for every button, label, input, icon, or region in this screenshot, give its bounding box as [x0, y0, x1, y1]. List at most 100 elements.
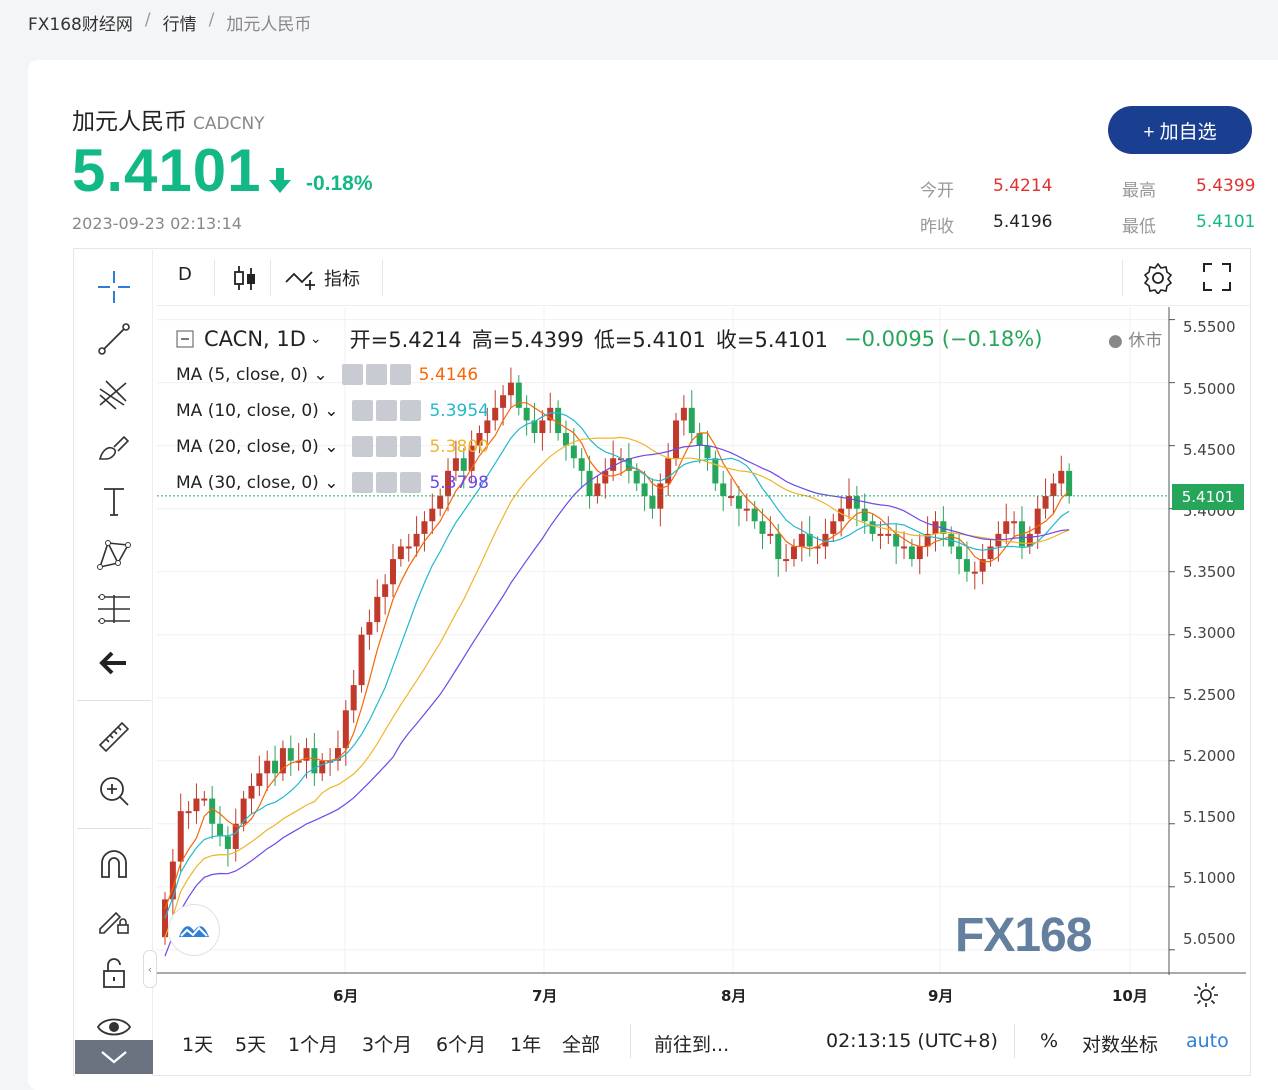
- range-1y[interactable]: 1年: [510, 1034, 542, 1056]
- close-icon[interactable]: [400, 436, 422, 457]
- breadcrumb-separator: /: [144, 10, 151, 30]
- ma-action-icons[interactable]: [352, 436, 422, 457]
- ma-action-icons[interactable]: [352, 400, 422, 421]
- close-icon[interactable]: [389, 364, 411, 385]
- close-icon[interactable]: [400, 400, 422, 421]
- interval-button[interactable]: D: [178, 264, 192, 285]
- zoom-in-icon[interactable]: [93, 770, 135, 812]
- back-arrow-icon[interactable]: [93, 642, 135, 684]
- gear-icon[interactable]: [365, 364, 387, 385]
- collapse-legend-icon[interactable]: [176, 330, 194, 348]
- ma10-line: [164, 412, 1070, 919]
- candle-body: [861, 508, 868, 522]
- candle-body: [1042, 496, 1049, 509]
- ma-row-5[interactable]: MA (5, close, 0) ⌄ 5.4146: [176, 364, 479, 385]
- range-bar: 1天 5天 1个月 3个月 6个月 1年 全部 前往到... 02:13:15 …: [156, 1016, 1250, 1068]
- chevron-down-icon[interactable]: [75, 1040, 153, 1074]
- candle-type-icon[interactable]: [232, 264, 258, 297]
- candle-body: [1011, 521, 1018, 524]
- candle-body: [641, 483, 648, 497]
- candle-body: [374, 596, 381, 623]
- range-3m[interactable]: 3个月: [362, 1034, 413, 1056]
- eye-icon[interactable]: [352, 400, 374, 421]
- y-tick: 5.0500: [1183, 930, 1236, 948]
- legend-high: 高=5.4399: [471, 328, 584, 352]
- breadcrumb-section[interactable]: 行情: [162, 15, 197, 35]
- range-1d[interactable]: 1天: [182, 1034, 214, 1056]
- range-1m[interactable]: 1个月: [288, 1034, 339, 1056]
- instrument-title: 加元人民币 CADCNY: [72, 102, 265, 136]
- range-5d[interactable]: 5天: [235, 1034, 267, 1056]
- price-chart[interactable]: [157, 307, 1246, 975]
- candle-body: [311, 748, 318, 774]
- high-value: 5.4399: [1196, 176, 1256, 196]
- ma-action-icons[interactable]: [352, 472, 422, 493]
- magnet-icon[interactable]: [93, 844, 135, 886]
- percent-toggle[interactable]: %: [1040, 1030, 1059, 1052]
- candle-body: [790, 546, 797, 560]
- lock-drawing-icon[interactable]: [93, 898, 135, 940]
- candle-body: [940, 521, 947, 534]
- gear-icon[interactable]: [376, 472, 398, 493]
- candle-body: [633, 470, 640, 484]
- candle-body: [798, 533, 805, 547]
- settings-gear-icon[interactable]: [1142, 262, 1174, 299]
- breadcrumb-site[interactable]: FX168财经网: [28, 15, 133, 35]
- collapse-toolbar-button[interactable]: ‹: [143, 950, 157, 988]
- ma20-line: [164, 436, 1070, 938]
- brush-icon[interactable]: [93, 426, 135, 468]
- y-tick: 5.1000: [1183, 869, 1236, 887]
- candle-body: [688, 407, 695, 434]
- fullscreen-icon[interactable]: [1202, 262, 1232, 297]
- candle-body: [303, 748, 310, 761]
- eye-icon[interactable]: [352, 472, 374, 493]
- clock[interactable]: 02:13:15 (UTC+8): [826, 1030, 998, 1052]
- candle-body: [594, 483, 601, 497]
- ruler-icon[interactable]: [93, 716, 135, 758]
- close-icon[interactable]: [400, 472, 422, 493]
- goto-date-button[interactable]: 前往到...: [654, 1034, 730, 1056]
- log-scale-toggle[interactable]: 对数坐标: [1082, 1034, 1159, 1056]
- trendline-icon[interactable]: [93, 318, 135, 360]
- add-watchlist-button[interactable]: + 加自选: [1108, 106, 1252, 154]
- eye-icon[interactable]: [352, 436, 374, 457]
- legend-symbol[interactable]: CACN, 1D: [204, 327, 306, 351]
- ma-action-icons[interactable]: [341, 364, 411, 385]
- y-tick: 5.1500: [1183, 808, 1236, 826]
- ma-row-20[interactable]: MA (20, close, 0) ⌄ 5.3800: [176, 436, 489, 457]
- gear-icon[interactable]: [376, 400, 398, 421]
- candle-body: [468, 445, 475, 471]
- eye-icon[interactable]: [93, 1006, 135, 1048]
- range-6m[interactable]: 6个月: [436, 1034, 487, 1056]
- candle-body: [908, 546, 915, 560]
- candle-body: [507, 382, 514, 396]
- indicators-button[interactable]: 指标: [284, 264, 360, 292]
- candle-body: [515, 382, 522, 408]
- ma-row-30[interactable]: MA (30, close, 0) ⌄ 5.3798: [176, 472, 489, 493]
- candle-body: [500, 395, 507, 408]
- chart-logo-icon[interactable]: [168, 904, 220, 956]
- prediction-icon[interactable]: [93, 588, 135, 630]
- eye-icon[interactable]: [341, 364, 363, 385]
- ma-value: 5.3800: [429, 436, 489, 457]
- x-tick: 8月: [721, 987, 747, 1005]
- candle-body: [1066, 470, 1073, 497]
- unlock-icon[interactable]: [93, 952, 135, 994]
- candle-body: [523, 407, 530, 421]
- auto-scale-toggle[interactable]: auto: [1186, 1030, 1229, 1052]
- legend-change: −0.0095 (−0.18%): [843, 327, 1043, 351]
- axis-settings-icon[interactable]: [1193, 982, 1219, 1012]
- gear-icon[interactable]: [376, 436, 398, 457]
- pitchfork-icon[interactable]: [93, 372, 135, 414]
- crosshair-icon[interactable]: [93, 266, 135, 308]
- candle-body: [814, 546, 821, 549]
- text-tool-icon[interactable]: [93, 480, 135, 522]
- candle-body: [169, 861, 176, 900]
- ma-value: 5.4146: [418, 364, 479, 385]
- candle-body: [830, 521, 837, 534]
- ma-row-10[interactable]: MA (10, close, 0) ⌄ 5.3954: [176, 400, 489, 421]
- range-all[interactable]: 全部: [562, 1034, 601, 1056]
- candle-body: [287, 748, 294, 761]
- candle-body: [492, 407, 499, 421]
- pattern-icon[interactable]: [93, 534, 135, 576]
